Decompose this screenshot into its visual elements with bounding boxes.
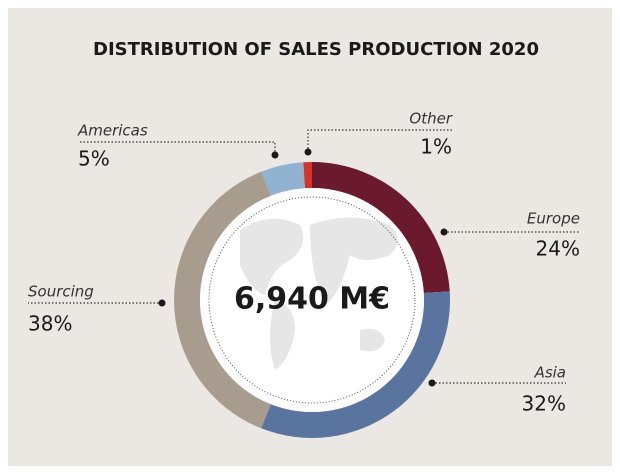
leader-dot <box>271 151 279 159</box>
leader-dot <box>440 228 448 236</box>
value-label: 32% <box>522 392 566 416</box>
category-label: Sourcing <box>28 283 94 301</box>
donut-segment <box>303 162 312 189</box>
donut-segment <box>261 291 450 438</box>
category-label: Americas <box>77 122 148 140</box>
leader-dot <box>428 379 436 387</box>
category-label: Asia <box>534 364 566 382</box>
center-label: 6,940 M€ <box>234 282 390 317</box>
leader-line <box>78 141 276 155</box>
category-label: Europe <box>527 210 580 228</box>
donut-segment <box>174 171 271 429</box>
donut-segment <box>261 162 305 196</box>
leader-dot <box>158 299 166 307</box>
chart-title: DISTRIBUTION OF SALES PRODUCTION 2020 <box>93 39 539 60</box>
value-label: 24% <box>536 237 580 261</box>
donut-segment <box>312 162 450 293</box>
value-label: 38% <box>28 312 72 336</box>
inner-ring <box>208 196 416 404</box>
value-label: 5% <box>78 147 110 171</box>
category-label: Other <box>409 110 452 128</box>
leader-line <box>307 129 452 152</box>
value-label: 1% <box>420 135 452 159</box>
world-map <box>240 217 398 370</box>
leader-dot <box>304 148 312 156</box>
